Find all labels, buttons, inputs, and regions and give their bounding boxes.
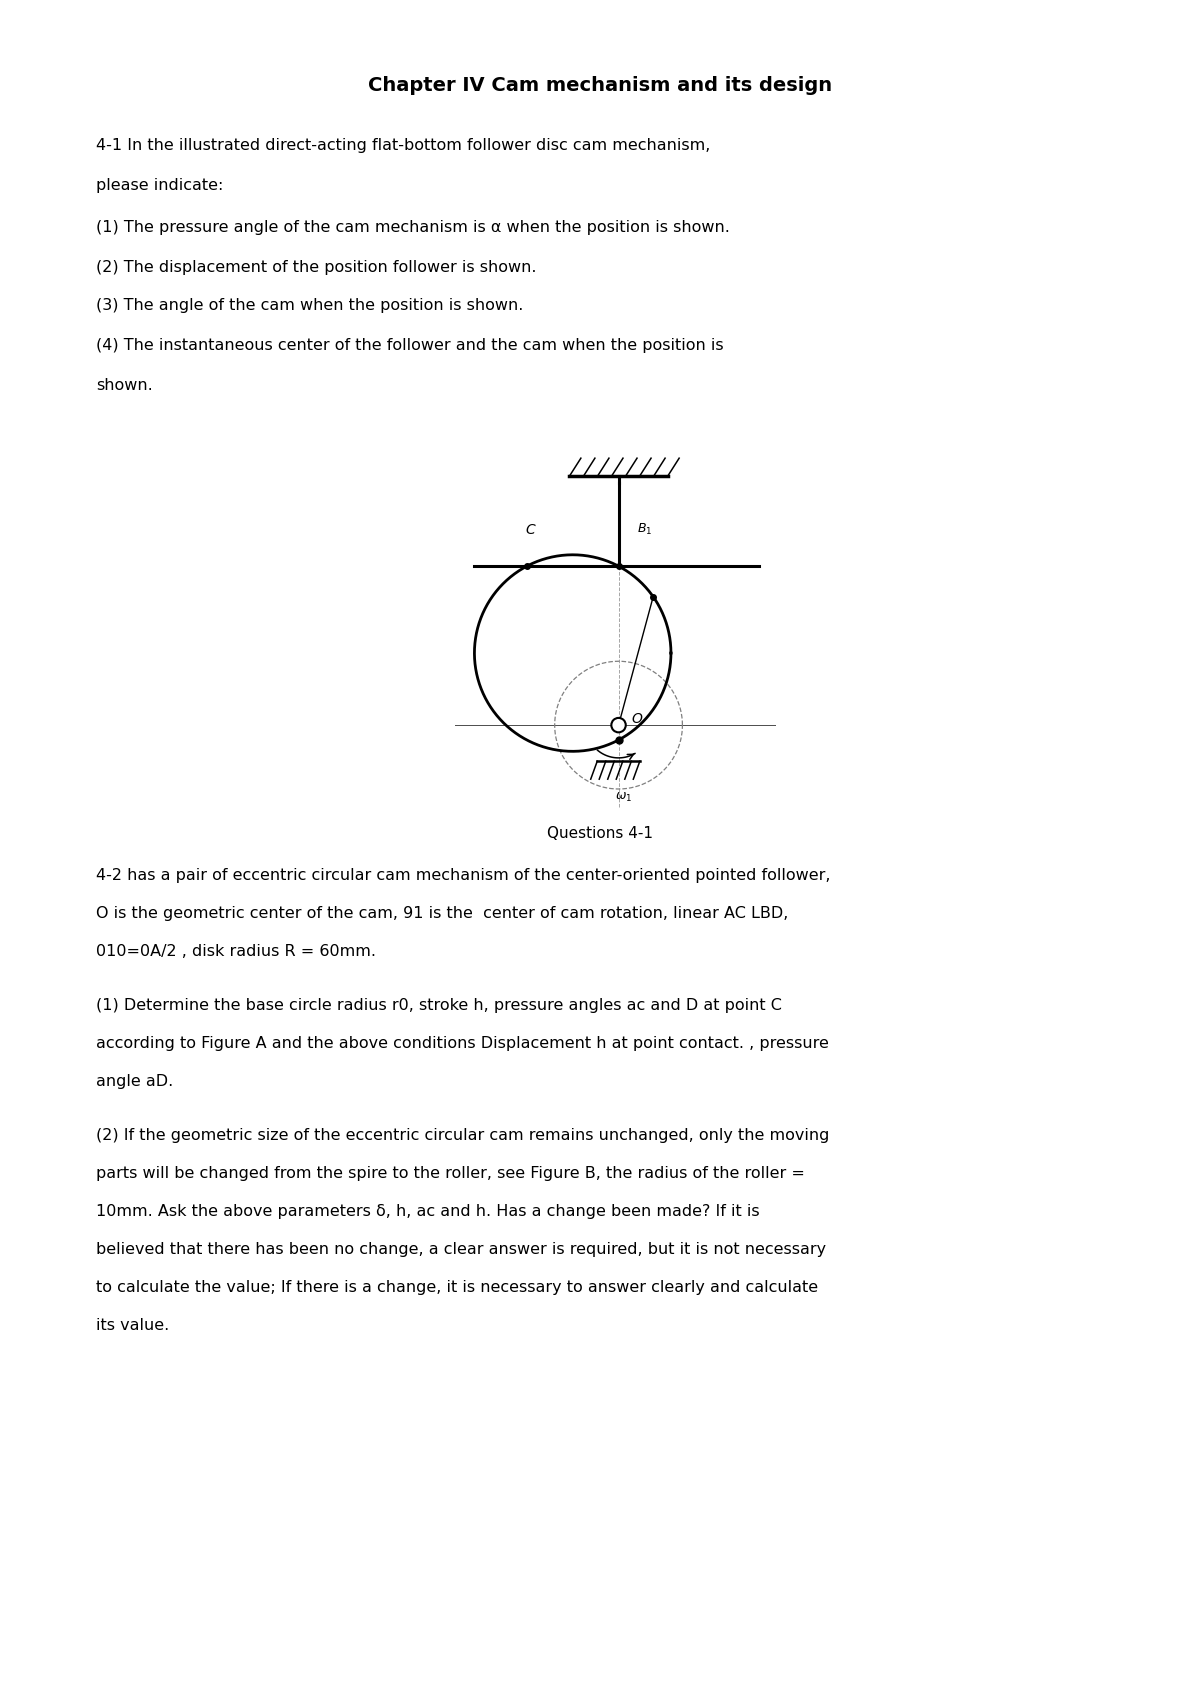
Text: $\omega_1$: $\omega_1$: [614, 791, 632, 803]
Text: 010=0A/2 , disk radius R = 60mm.: 010=0A/2 , disk radius R = 60mm.: [96, 944, 376, 959]
Text: $B_1$: $B_1$: [636, 521, 652, 537]
Text: shown.: shown.: [96, 379, 152, 392]
Text: please indicate:: please indicate:: [96, 178, 223, 194]
Text: (3) The angle of the cam when the position is shown.: (3) The angle of the cam when the positi…: [96, 299, 523, 312]
Text: angle aD.: angle aD.: [96, 1075, 173, 1088]
Text: 4-1 In the illustrated direct-acting flat-bottom follower disc cam mechanism,: 4-1 In the illustrated direct-acting fla…: [96, 138, 710, 153]
Text: (4) The instantaneous center of the follower and the cam when the position is: (4) The instantaneous center of the foll…: [96, 338, 724, 353]
Text: to calculate the value; If there is a change, it is necessary to answer clearly : to calculate the value; If there is a ch…: [96, 1280, 818, 1296]
Text: O is the geometric center of the cam, 91 is the  center of cam rotation, linear : O is the geometric center of the cam, 91…: [96, 907, 788, 920]
Text: 4-2 has a pair of eccentric circular cam mechanism of the center-oriented pointe: 4-2 has a pair of eccentric circular cam…: [96, 868, 830, 883]
Text: according to Figure A and the above conditions Displacement h at point contact. : according to Figure A and the above cond…: [96, 1036, 829, 1051]
Text: 10mm. Ask the above parameters δ, h, ac and h. Has a change been made? If it is: 10mm. Ask the above parameters δ, h, ac …: [96, 1204, 760, 1219]
Text: (1) The pressure angle of the cam mechanism is α when the position is shown.: (1) The pressure angle of the cam mechan…: [96, 221, 730, 234]
Text: (2) The displacement of the position follower is shown.: (2) The displacement of the position fol…: [96, 260, 536, 275]
Text: C: C: [526, 523, 535, 537]
Text: believed that there has been no change, a clear answer is required, but it is no: believed that there has been no change, …: [96, 1241, 826, 1257]
Text: Questions 4-1: Questions 4-1: [547, 825, 653, 841]
Text: parts will be changed from the spire to the roller, see Figure B, the radius of : parts will be changed from the spire to …: [96, 1167, 805, 1182]
Text: O: O: [631, 711, 642, 725]
Text: (1) Determine the base circle radius r0, stroke h, pressure angles ac and D at p: (1) Determine the base circle radius r0,…: [96, 998, 782, 1014]
Text: Chapter IV Cam mechanism and its design: Chapter IV Cam mechanism and its design: [368, 76, 832, 95]
Text: (2) If the geometric size of the eccentric circular cam remains unchanged, only : (2) If the geometric size of the eccentr…: [96, 1127, 829, 1143]
Circle shape: [611, 718, 625, 732]
Text: its value.: its value.: [96, 1318, 169, 1333]
